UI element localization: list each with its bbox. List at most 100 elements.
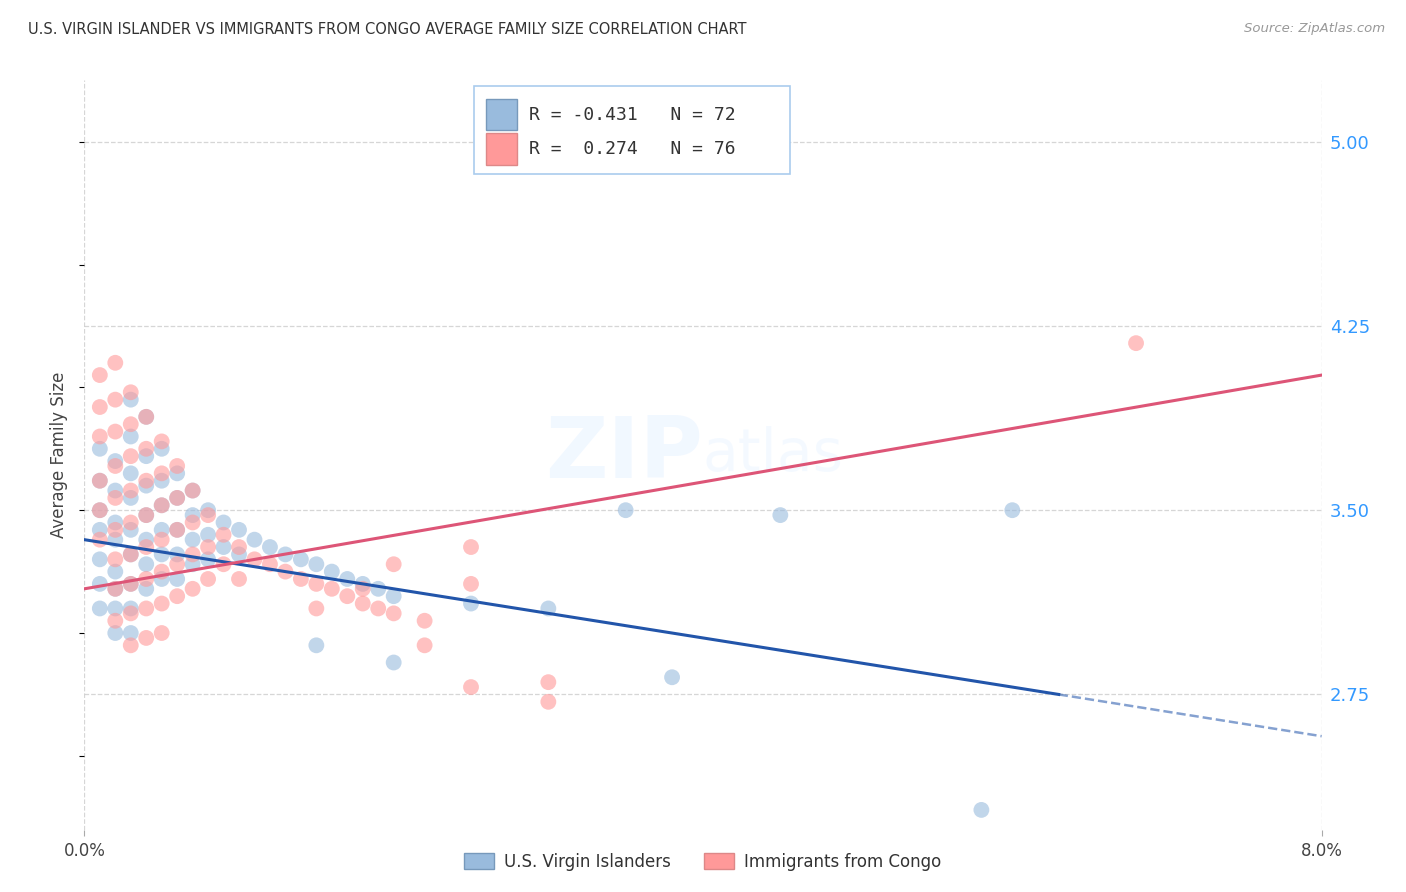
Point <box>413 638 436 652</box>
Point <box>150 434 173 449</box>
Point <box>150 523 173 537</box>
Point <box>135 533 157 547</box>
Text: U.S. VIRGIN ISLANDER VS IMMIGRANTS FROM CONGO AVERAGE FAMILY SIZE CORRELATION CH: U.S. VIRGIN ISLANDER VS IMMIGRANTS FROM … <box>28 22 747 37</box>
Point <box>104 392 127 407</box>
Point <box>120 417 142 432</box>
Point <box>120 548 142 562</box>
Point <box>150 626 173 640</box>
Point <box>120 577 142 591</box>
Point <box>181 582 204 596</box>
Point <box>120 467 142 481</box>
Point <box>89 523 111 537</box>
Point <box>89 400 111 414</box>
Point <box>197 572 219 586</box>
Point <box>104 565 127 579</box>
Point <box>321 565 343 579</box>
Point <box>274 565 297 579</box>
Point <box>89 503 111 517</box>
Point <box>166 491 188 505</box>
Point <box>104 614 127 628</box>
Point <box>382 589 405 603</box>
Point <box>661 670 683 684</box>
Point <box>212 528 235 542</box>
Point <box>135 442 157 456</box>
Point <box>120 483 142 498</box>
Point <box>150 565 173 579</box>
Point <box>135 474 157 488</box>
Point <box>197 503 219 517</box>
Point <box>135 631 157 645</box>
Point <box>135 478 157 492</box>
Point <box>89 368 111 382</box>
Text: Source: ZipAtlas.com: Source: ZipAtlas.com <box>1244 22 1385 36</box>
Point <box>460 540 482 554</box>
Point <box>259 540 281 554</box>
Point <box>104 516 127 530</box>
Point <box>120 429 142 443</box>
Point <box>243 552 266 566</box>
Point <box>614 503 637 517</box>
Point <box>181 483 204 498</box>
Point <box>135 601 157 615</box>
Point <box>135 558 157 572</box>
Point <box>120 577 142 591</box>
Point <box>104 458 127 473</box>
Point <box>290 552 312 566</box>
Point <box>89 601 111 615</box>
Point <box>104 626 127 640</box>
Point <box>150 572 173 586</box>
Point <box>120 392 142 407</box>
Point <box>120 516 142 530</box>
Point <box>150 498 173 512</box>
Point <box>150 498 173 512</box>
Point <box>150 467 173 481</box>
Point <box>305 601 328 615</box>
Point <box>197 540 219 554</box>
Point <box>197 528 219 542</box>
Point <box>104 582 127 596</box>
Point <box>135 409 157 424</box>
Point <box>104 491 127 505</box>
Point <box>120 626 142 640</box>
Point <box>104 483 127 498</box>
Point <box>104 533 127 547</box>
Point <box>197 552 219 566</box>
Point <box>135 449 157 463</box>
Point <box>150 548 173 562</box>
Point <box>89 429 111 443</box>
Point <box>166 491 188 505</box>
Point <box>150 597 173 611</box>
Point <box>166 548 188 562</box>
Text: ZIP: ZIP <box>546 413 703 497</box>
Point <box>1125 336 1147 351</box>
Point <box>166 467 188 481</box>
Point <box>212 540 235 554</box>
Bar <box>486 134 517 165</box>
Point <box>89 474 111 488</box>
Point <box>120 385 142 400</box>
Point <box>367 601 389 615</box>
Point <box>166 523 188 537</box>
Point <box>382 558 405 572</box>
Text: R = -0.431   N = 72: R = -0.431 N = 72 <box>529 106 735 124</box>
Point <box>135 540 157 554</box>
Point <box>104 601 127 615</box>
Point <box>120 548 142 562</box>
Point <box>135 508 157 522</box>
Point <box>104 523 127 537</box>
Point <box>537 601 560 615</box>
Point <box>367 582 389 596</box>
Point <box>1001 503 1024 517</box>
Point <box>166 589 188 603</box>
Point <box>150 533 173 547</box>
FancyBboxPatch shape <box>474 86 790 174</box>
Point <box>104 425 127 439</box>
Point <box>212 516 235 530</box>
Point <box>305 638 328 652</box>
Point <box>336 589 359 603</box>
Point <box>104 552 127 566</box>
Point <box>460 680 482 694</box>
Point <box>243 533 266 547</box>
Point <box>120 491 142 505</box>
Point <box>382 607 405 621</box>
